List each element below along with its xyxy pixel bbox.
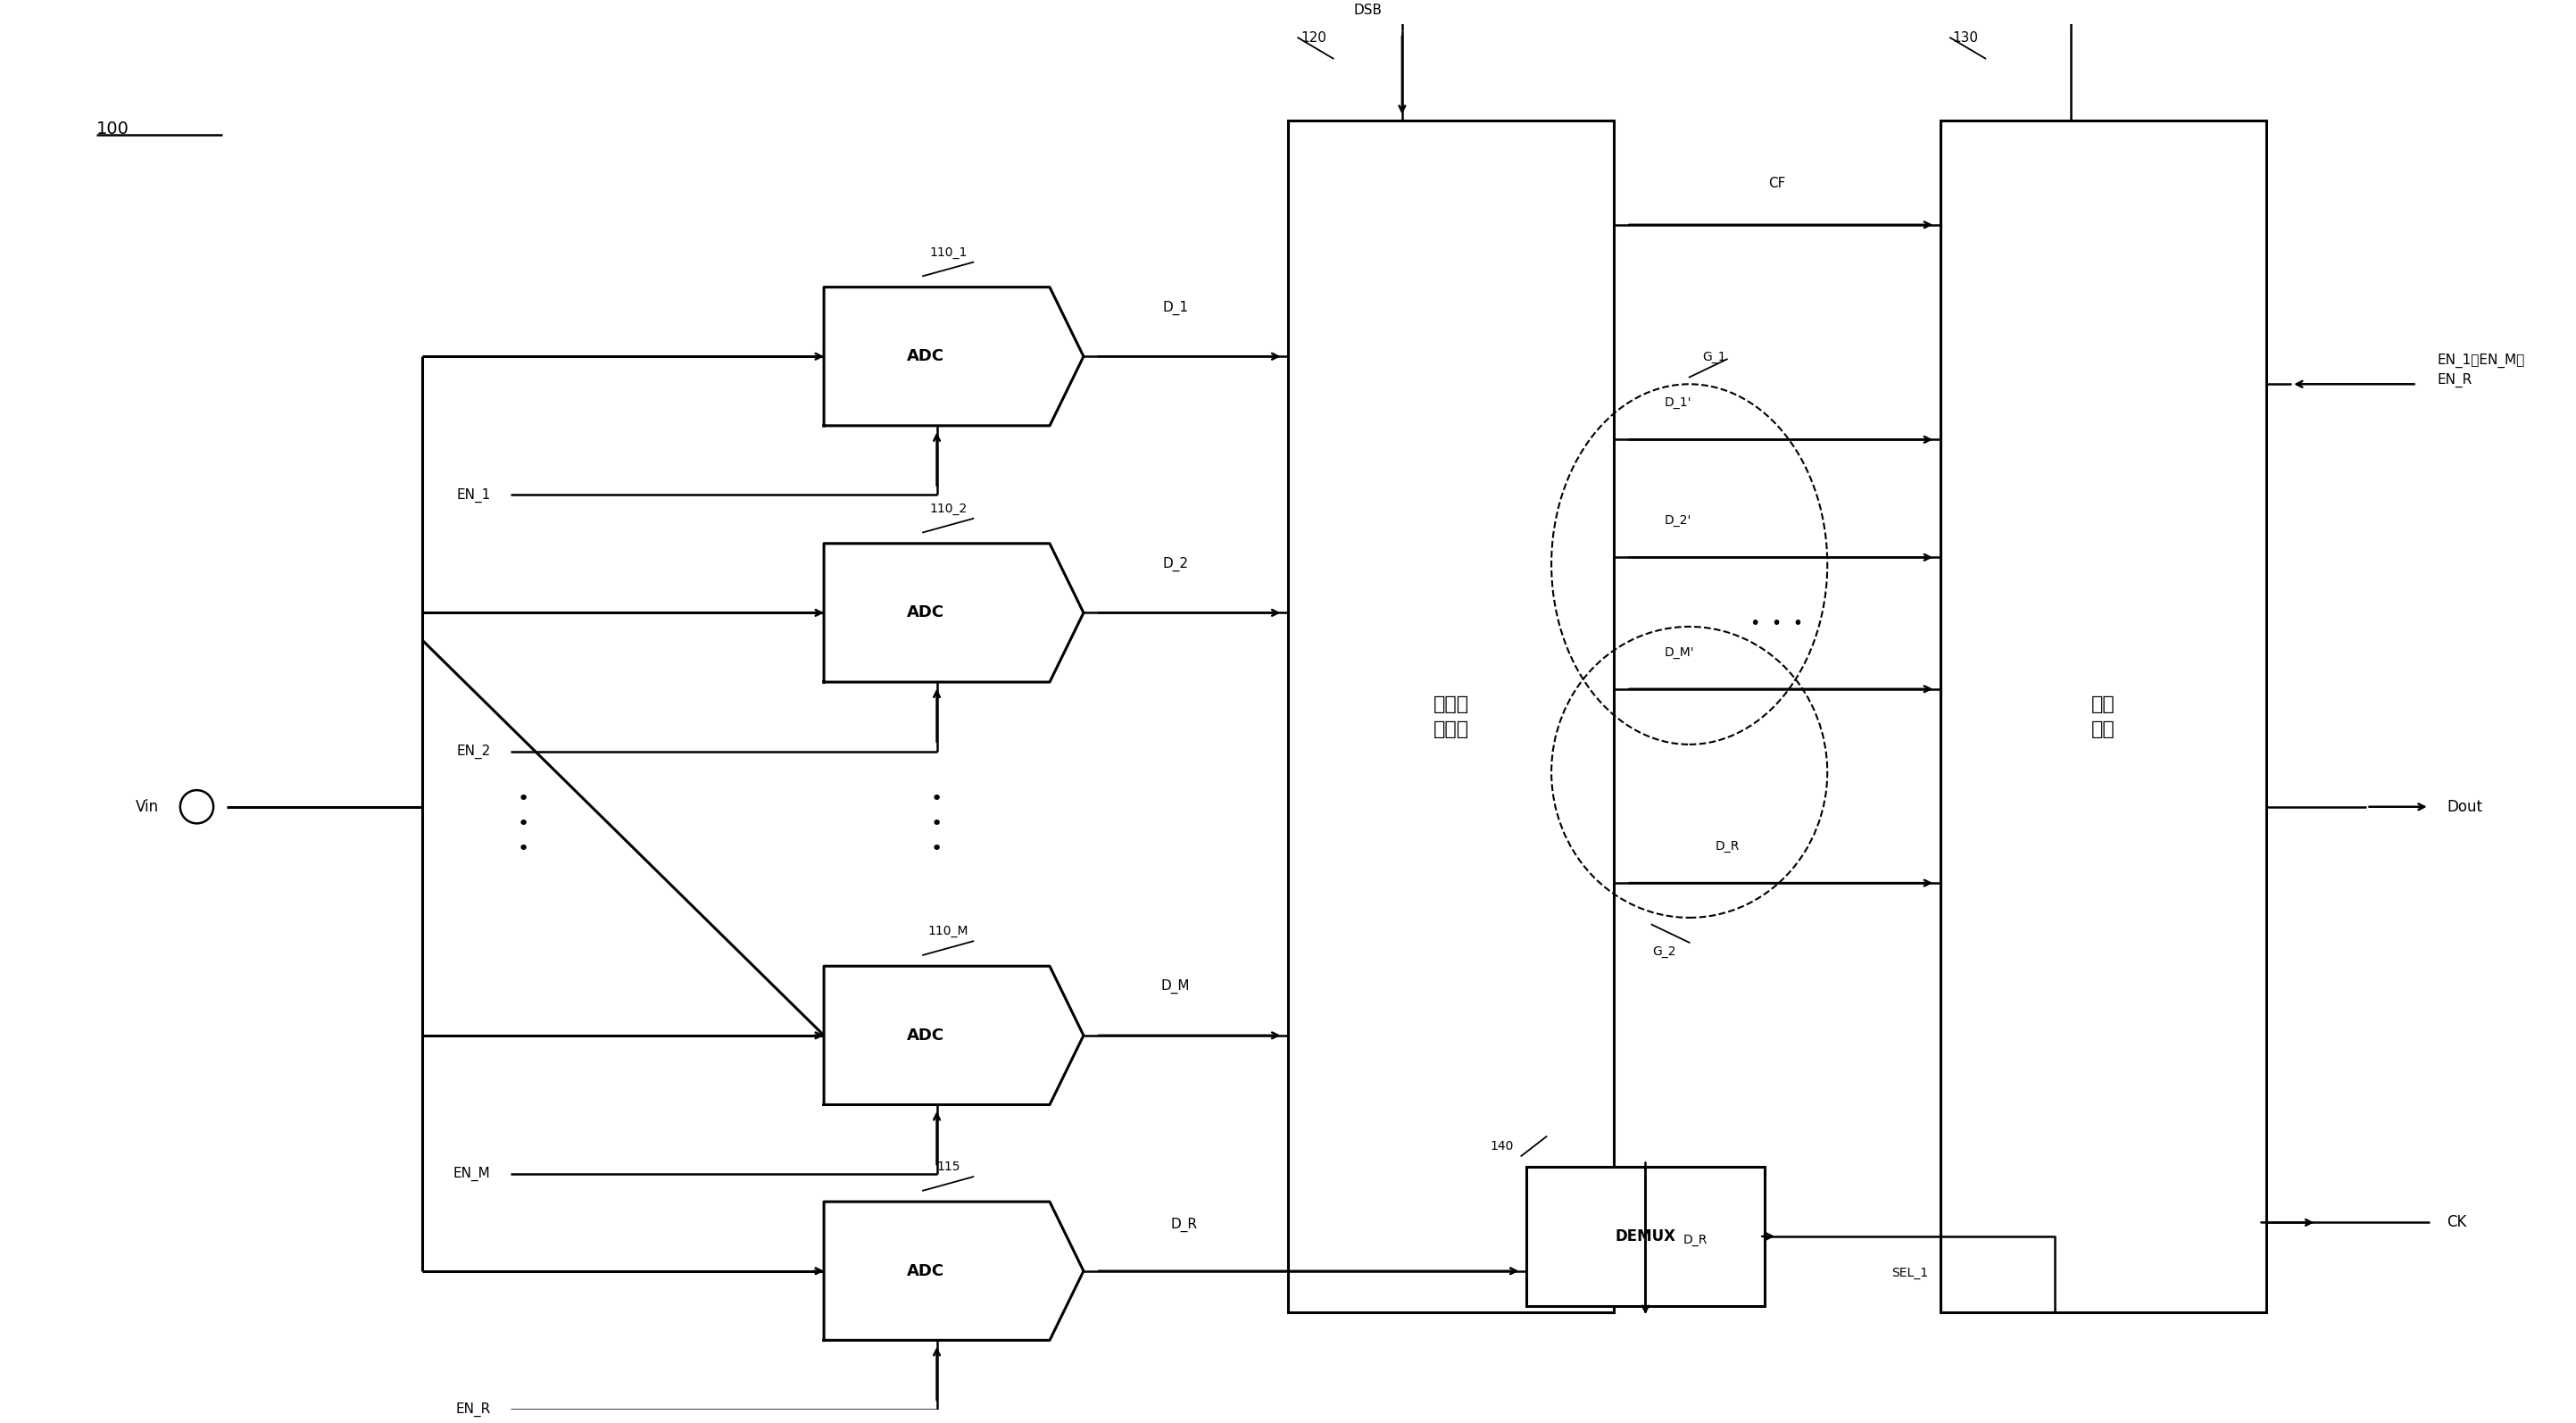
- Text: D_R: D_R: [1716, 840, 1739, 852]
- Text: 110_1: 110_1: [930, 246, 966, 259]
- Polygon shape: [824, 966, 1084, 1104]
- Bar: [1528, 1167, 1765, 1306]
- Text: G_1: G_1: [1703, 351, 1726, 363]
- Text: EN_R: EN_R: [456, 1402, 489, 1417]
- Text: Dout: Dout: [2447, 798, 2483, 815]
- Text: •  •  •: • • •: [1752, 615, 1803, 632]
- Polygon shape: [824, 287, 1084, 425]
- Text: EN_2: EN_2: [456, 744, 489, 758]
- Text: Vin: Vin: [137, 798, 160, 815]
- Text: ADC: ADC: [907, 1264, 945, 1279]
- Text: CK: CK: [2447, 1214, 2468, 1231]
- Text: D_R: D_R: [1682, 1234, 1708, 1247]
- Text: SEL_1: SEL_1: [1891, 1266, 1927, 1279]
- Text: 130: 130: [1953, 31, 1978, 44]
- Text: 140: 140: [1492, 1140, 1515, 1153]
- Text: •
•
•: • • •: [518, 790, 528, 858]
- Text: D_1: D_1: [1162, 300, 1188, 314]
- Text: DSB: DSB: [1352, 3, 1383, 17]
- Text: DEMUX: DEMUX: [1615, 1228, 1677, 1244]
- Circle shape: [180, 790, 214, 824]
- Text: D_M': D_M': [1664, 646, 1695, 659]
- Text: 数字校
正电路: 数字校 正电路: [1432, 696, 1468, 739]
- Text: D_1': D_1': [1664, 397, 1692, 408]
- Text: ADC: ADC: [907, 605, 945, 620]
- Bar: [1288, 121, 1615, 1312]
- Text: 110_2: 110_2: [930, 502, 966, 515]
- Text: 110_M: 110_M: [927, 925, 969, 938]
- Text: ADC: ADC: [907, 1027, 945, 1043]
- Text: ADC: ADC: [907, 349, 945, 364]
- Text: •
•
•: • • •: [930, 790, 943, 858]
- Text: 120: 120: [1301, 31, 1327, 44]
- Text: D_M: D_M: [1162, 979, 1190, 993]
- Text: 控制
电路: 控制 电路: [2092, 696, 2115, 739]
- Text: 100: 100: [95, 121, 129, 138]
- Bar: [1940, 121, 2267, 1312]
- Text: EN_M: EN_M: [453, 1167, 489, 1181]
- Polygon shape: [824, 1201, 1084, 1340]
- Text: EN_1: EN_1: [456, 488, 489, 502]
- Text: G_2: G_2: [1651, 945, 1677, 958]
- Text: D_2': D_2': [1664, 514, 1692, 527]
- Text: CF: CF: [1770, 176, 1785, 191]
- Text: D_R: D_R: [1170, 1218, 1198, 1232]
- Text: 115: 115: [935, 1161, 961, 1174]
- Polygon shape: [824, 544, 1084, 682]
- Text: EN_1至EN_M及
EN_R: EN_1至EN_M及 EN_R: [2437, 353, 2524, 387]
- Text: D_2: D_2: [1162, 556, 1188, 571]
